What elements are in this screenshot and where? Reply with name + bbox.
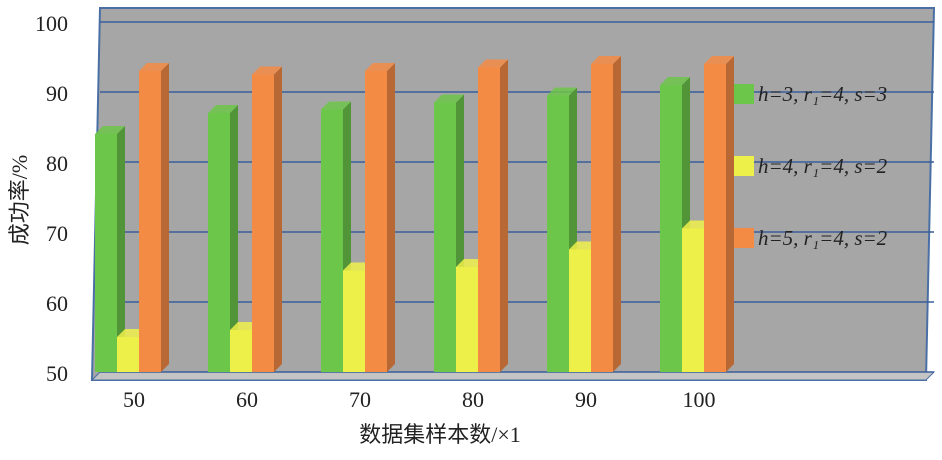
y-axis-label: 成功率/%: [7, 155, 32, 245]
bar-side: [274, 66, 282, 372]
x-tick-label: 80: [462, 387, 484, 412]
x-tick-label: 90: [575, 387, 597, 412]
bar: [365, 71, 387, 372]
legend-swatch: [734, 84, 754, 104]
legend-entry: h=3, r₁=4, s=3: [734, 76, 913, 112]
bar: [208, 113, 230, 372]
bar-top: [478, 59, 508, 68]
bar-top: [208, 105, 238, 113]
bar-side: [500, 59, 508, 372]
legend-swatch: [734, 228, 754, 248]
bar: [569, 249, 591, 372]
x-tick-label: 70: [349, 387, 371, 412]
bar-top: [95, 126, 125, 134]
legend-label: h=4, r₁=4, s=2: [758, 154, 888, 178]
bar: [434, 102, 456, 372]
y-tick-label: 60: [46, 291, 68, 316]
bar-top: [704, 56, 734, 64]
bar: [252, 74, 274, 372]
bar-side: [117, 126, 125, 372]
bar: [704, 64, 726, 372]
legend-entry: h=4, r₁=4, s=2: [734, 148, 913, 184]
bar-top: [591, 56, 621, 64]
x-tick-label: 100: [683, 387, 716, 412]
bar: [591, 64, 613, 372]
bar: [660, 85, 682, 372]
bar-side: [161, 63, 169, 372]
bar: [456, 267, 478, 372]
bar: [139, 71, 161, 372]
bar: [682, 228, 704, 372]
x-tick-label: 60: [236, 387, 258, 412]
bar-top: [365, 63, 395, 71]
bar-side: [387, 63, 395, 372]
bar-top: [660, 77, 690, 85]
bar: [321, 109, 343, 372]
bar-top: [434, 94, 464, 103]
x-axis-label: 数据集样本数/×1: [359, 422, 521, 447]
bar: [547, 95, 569, 372]
legend-entry: h=5, r₁=4, s=2: [734, 220, 913, 256]
bar: [343, 270, 365, 372]
y-tick-label: 80: [46, 151, 68, 176]
bar: [478, 67, 500, 372]
bar-top: [139, 63, 169, 71]
bar: [95, 134, 117, 372]
y-tick-label: 90: [46, 81, 68, 106]
y-tick-label: 100: [35, 11, 68, 36]
bar: [230, 330, 252, 372]
bar-top: [252, 66, 282, 75]
legend-label: h=3, r₁=4, s=3: [758, 82, 888, 106]
y-tick-label: 70: [46, 221, 68, 246]
y-tick-label: 50: [46, 361, 68, 386]
bar-side: [613, 56, 621, 372]
x-tick-label: 50: [123, 387, 145, 412]
bar: [117, 337, 139, 372]
plot-floor: [90, 371, 936, 381]
bar-top: [321, 101, 351, 110]
bar-top: [547, 87, 577, 96]
bar-side: [230, 105, 238, 372]
legend-label: h=5, r₁=4, s=2: [758, 226, 888, 250]
bar-side: [726, 56, 734, 372]
legend-swatch: [734, 156, 754, 176]
